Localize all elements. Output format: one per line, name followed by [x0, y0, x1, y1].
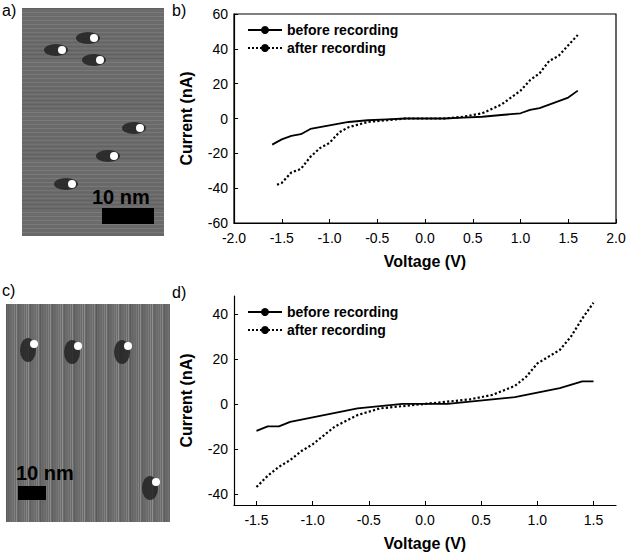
svg-text:before recording: before recording	[287, 304, 398, 320]
svg-text:-1.5: -1.5	[244, 512, 268, 528]
svg-text:-40: -40	[208, 180, 228, 196]
svg-text:0.0: 0.0	[415, 512, 435, 528]
html-text:c): c)	[2, 282, 16, 299]
svg-text:-1.5: -1.5	[270, 230, 294, 246]
svg-text:0: 0	[220, 111, 228, 127]
svg-text:0: 0	[220, 396, 228, 412]
svg-text:-1.0: -1.0	[317, 230, 341, 246]
svg-text:Voltage (V): Voltage (V)	[384, 535, 466, 552]
svg-text:after recording: after recording	[287, 40, 386, 56]
svg-text:2.0: 2.0	[606, 230, 626, 246]
svg-text:Current (nA): Current (nA)	[178, 353, 195, 447]
svg-text:10 nm: 10 nm	[92, 186, 150, 208]
svg-text:Voltage (V): Voltage (V)	[384, 253, 466, 270]
svg-text:after recording: after recording	[287, 322, 386, 338]
svg-text:0.0: 0.0	[415, 230, 435, 246]
svg-text:10 nm: 10 nm	[16, 462, 74, 484]
svg-text:d): d)	[172, 284, 186, 301]
svg-text:Current (nA): Current (nA)	[178, 71, 195, 165]
svg-text:40: 40	[212, 41, 228, 57]
svg-text:1.0: 1.0	[528, 512, 548, 528]
svg-text:1.0: 1.0	[511, 230, 531, 246]
svg-text:-1.0: -1.0	[301, 512, 325, 528]
svg-text:-0.5: -0.5	[357, 512, 381, 528]
svg-text:-0.5: -0.5	[365, 230, 389, 246]
svg-text:-60: -60	[208, 215, 228, 231]
html-text:a): a)	[2, 2, 17, 19]
svg-text:0.5: 0.5	[463, 230, 483, 246]
svg-text:1.5: 1.5	[559, 230, 579, 246]
svg-text:-20: -20	[208, 441, 228, 457]
svg-text:b): b)	[172, 2, 186, 19]
svg-text:60: 60	[212, 6, 228, 22]
svg-text:40: 40	[212, 306, 228, 322]
svg-text:20: 20	[212, 76, 228, 92]
svg-text:before recording: before recording	[287, 22, 398, 38]
svg-text:-40: -40	[208, 486, 228, 502]
svg-text:1.5: 1.5	[584, 512, 604, 528]
svg-text:-20: -20	[208, 145, 228, 161]
svg-text:-2.0: -2.0	[222, 230, 246, 246]
svg-text:20: 20	[212, 351, 228, 367]
svg-text:0.5: 0.5	[471, 512, 491, 528]
